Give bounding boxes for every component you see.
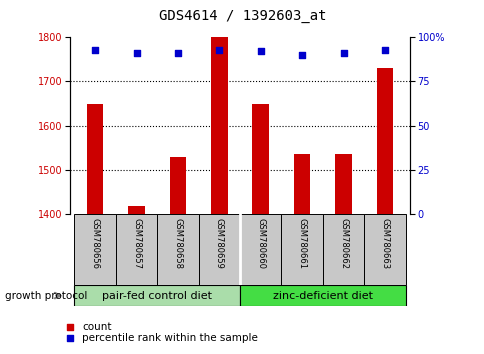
Text: growth protocol: growth protocol (5, 291, 87, 301)
Bar (252, 104, 269, 214)
Point (174, 50, 182, 56)
Bar (87, 104, 103, 214)
Bar (240, 285, 405, 306)
Text: percentile rank within the sample: percentile rank within the sample (82, 333, 258, 343)
Text: GSM780656: GSM780656 (91, 218, 99, 269)
Text: zinc-deficient diet: zinc-deficient diet (272, 291, 372, 301)
Text: pair-fed control diet: pair-fed control diet (102, 291, 212, 301)
Text: GSM780663: GSM780663 (380, 218, 389, 269)
Text: GSM780658: GSM780658 (173, 218, 182, 269)
Text: GSM780657: GSM780657 (132, 218, 141, 269)
Bar (75, 285, 240, 306)
Point (215, 47, 223, 52)
Point (66, 325, 74, 330)
Bar (363, 214, 405, 285)
Bar (75, 214, 116, 285)
Bar (334, 154, 351, 214)
Text: GSM780661: GSM780661 (297, 218, 306, 269)
Bar (128, 206, 145, 214)
Point (339, 50, 347, 56)
Point (380, 47, 388, 52)
Point (91, 47, 99, 52)
Bar (293, 154, 310, 214)
Point (257, 48, 264, 54)
Bar (281, 214, 322, 285)
Bar (240, 214, 281, 285)
Bar (211, 37, 227, 214)
Text: GSM780659: GSM780659 (214, 218, 224, 269)
Text: GSM780662: GSM780662 (338, 218, 348, 269)
Bar (322, 214, 363, 285)
Point (133, 50, 140, 56)
Point (66, 335, 74, 341)
Bar (376, 68, 393, 214)
Bar (116, 214, 157, 285)
Bar (169, 156, 186, 214)
Point (298, 52, 305, 58)
Bar (157, 214, 198, 285)
Text: GSM780660: GSM780660 (256, 218, 265, 269)
Text: count: count (82, 322, 112, 332)
Text: GDS4614 / 1392603_at: GDS4614 / 1392603_at (158, 9, 326, 23)
Bar (198, 214, 240, 285)
